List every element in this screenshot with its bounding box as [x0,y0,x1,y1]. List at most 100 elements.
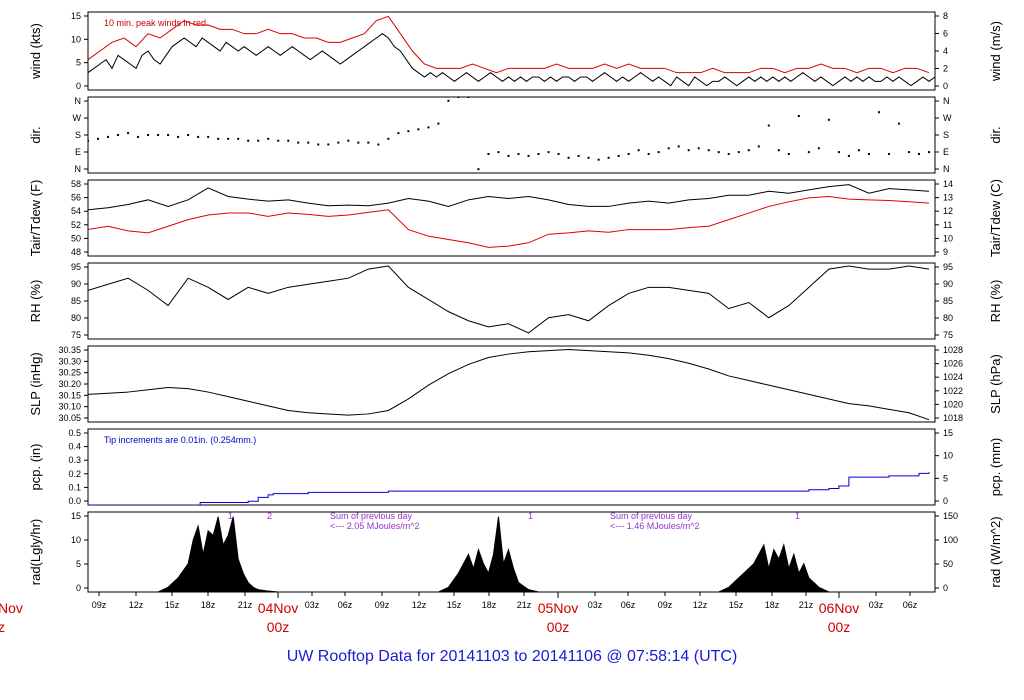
y-tick-label-right: 75 [943,330,953,340]
y-tick-label: 10 [71,535,81,545]
x-tick-label: 09z [658,600,673,610]
y-tick-label: 75 [71,330,81,340]
x-tick-label: 15z [729,600,744,610]
y-tick-label: 30.20 [58,379,81,389]
data-point [467,97,470,98]
y-tick-label-right: 1028 [943,345,963,355]
data-point [857,149,860,152]
data-point [377,143,380,146]
x-tick-label: 12z [693,600,708,610]
data-point [437,122,440,125]
data-point [647,153,650,155]
day-label-date: 05Nov [538,600,578,616]
y-tick-label: 0.2 [68,469,81,479]
precip-line [88,472,930,505]
data-point [627,153,630,155]
data-point [197,135,200,138]
day-label-date: 06Nov [819,600,859,616]
data-point [277,139,280,142]
y-tick-label: 0.0 [68,496,81,506]
y-tick-label: N [75,164,82,174]
x-tick-label: 03z [869,600,884,610]
data-point [187,134,190,136]
sum-label: Sum of previous day [610,511,693,521]
x-tick-label: 12z [412,600,427,610]
data-point [397,132,400,135]
y-tick-label-right: 95 [943,262,953,272]
panel-frame [87,345,936,423]
data-point [317,143,320,146]
y-axis-label-right: rad (W/m^2) [988,516,1003,587]
panel-annotation: 10 min. peak winds in red. [104,18,209,28]
y-tick-label-right: 10 [943,233,953,243]
y-tick-label-right: 2 [943,64,948,74]
data-point [717,151,720,154]
y-tick-label-right: N [943,96,950,106]
series-line [88,33,935,87]
x-tick-label: 21z [799,600,814,610]
y-tick-label-right: 0 [943,583,948,593]
y-tick-label: N [75,96,82,106]
data-point [207,135,210,138]
data-point [367,141,370,144]
data-point [237,137,240,140]
y-tick-label: 30.15 [58,390,81,400]
data-point [697,147,700,150]
data-point [797,115,800,117]
data-point [257,139,260,142]
data-point [527,154,530,157]
y-tick-label-right: 150 [943,511,958,521]
x-tick-label: 15z [447,600,462,610]
day-label-hour: 00z [267,619,290,635]
data-point [127,132,130,135]
y-tick-label: 52 [71,220,81,230]
data-point [577,154,580,157]
x-tick-label: 09z [92,600,107,610]
data-point [507,154,510,157]
data-point [617,154,620,157]
y-tick-label-right: 1018 [943,413,963,423]
y-tick-label-right: 100 [943,535,958,545]
marker: 1 [795,511,800,521]
series-line [88,265,930,334]
y-axis-label: dir. [28,126,43,143]
data-point [727,153,730,155]
y-axis-label-right: RH (%) [988,280,1003,323]
data-point [827,118,830,121]
data-point [587,156,590,159]
panel-rh: 75 80 85 90 95 75 80 85 90 95 RH (%) RH (%) [28,262,1003,340]
data-point [177,135,180,138]
series-line [88,184,930,211]
data-point [677,145,680,148]
series-line [88,348,930,421]
data-point [557,153,560,155]
y-tick-label: 90 [71,279,81,289]
panel-temp: 48 50 52 54 56 58 9 10 11 12 13 14 Tair/Tdew (F) Tair… [28,179,1003,257]
y-axis-label: rad(Lgly/hr) [28,519,43,585]
y-tick-label-right: 0 [943,81,948,91]
data-point [837,151,840,154]
y-tick-label: 50 [71,233,81,243]
y-tick-label: 0.5 [68,428,81,438]
data-point [387,137,390,140]
data-point [347,139,350,142]
y-tick-label: 48 [71,247,81,257]
y-tick-label-right: 4 [943,46,948,56]
radiation-area [157,516,830,592]
y-tick-label-right: 1024 [943,372,963,382]
y-tick-label: S [75,130,81,140]
y-tick-label: 80 [71,313,81,323]
data-point [497,151,500,154]
series-line [88,196,930,248]
x-tick-label: 06z [621,600,636,610]
data-point [907,151,910,154]
data-point [657,151,660,154]
data-point [117,134,120,136]
y-tick-label-right: 1026 [943,359,963,369]
y-tick-label-right: 1022 [943,386,963,396]
y-tick-label: 30.25 [58,368,81,378]
edge-day-hour: z [0,619,5,635]
panel-frame [87,179,936,257]
y-tick-label: 0 [76,583,81,593]
